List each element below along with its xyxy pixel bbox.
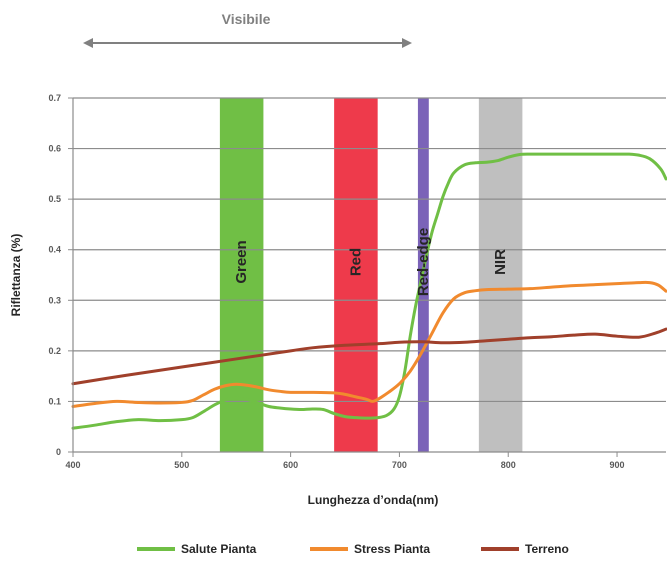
legend-swatch (310, 547, 348, 551)
series-line-stress-pianta (71, 280, 667, 408)
legend-label: Salute Pianta (181, 542, 257, 556)
series-line-salute-pianta (71, 152, 667, 430)
band-label-nir: NIR (492, 249, 509, 275)
y-tick-label: 0.3 (48, 295, 61, 305)
y-tick-label: 0.4 (48, 245, 61, 255)
x-tick-label: 900 (610, 460, 625, 470)
series-line-terreno (71, 327, 667, 386)
x-tick-label: 800 (501, 460, 516, 470)
gridlines (73, 97, 666, 403)
y-tick-label: 0 (56, 447, 61, 457)
band-nir (478, 98, 523, 452)
band-label-green: Green (233, 240, 250, 283)
band-label-red: Red (347, 248, 364, 276)
legend-swatch (481, 547, 519, 551)
y-axis-title: Riflettanza (%) (9, 234, 23, 317)
band-label-red-edge: Red-edge (415, 228, 432, 296)
visible-range-label: Visibile (222, 11, 271, 27)
y-tick-label: 0.5 (48, 194, 61, 204)
y-tick-label: 0.7 (48, 93, 61, 103)
y-tick-label: 0.1 (48, 396, 61, 406)
band-labels: Green Red Red-edge NIR (233, 228, 509, 296)
x-axis-title: Lunghezza d’onda(nm) (308, 493, 439, 507)
x-tick-label: 700 (392, 460, 407, 470)
series-lines (71, 152, 667, 430)
legend-label: Stress Pianta (354, 542, 430, 556)
legend-label: Terreno (525, 542, 569, 556)
x-tick-label: 500 (174, 460, 189, 470)
x-tick-label: 600 (283, 460, 298, 470)
visible-range: Visibile (83, 11, 412, 48)
spectral-bands (219, 98, 523, 452)
legend-item-stress-pianta: Stress Pianta (310, 542, 430, 556)
legend-item-terreno: Terreno (481, 542, 569, 556)
legend-item-salute-pianta: Salute Pianta (137, 542, 257, 556)
legend-swatch (137, 547, 175, 551)
band-green (219, 98, 264, 452)
x-tick-label: 400 (65, 460, 80, 470)
y-tick-label: 0.6 (48, 144, 61, 154)
y-tick-label: 0.2 (48, 346, 61, 356)
legend: Salute Pianta Stress Pianta Terreno (137, 542, 569, 556)
axes: 0 0.1 0.2 0.3 0.4 0.5 0.6 0.7 400 500 600 700 800 900 (48, 93, 666, 470)
